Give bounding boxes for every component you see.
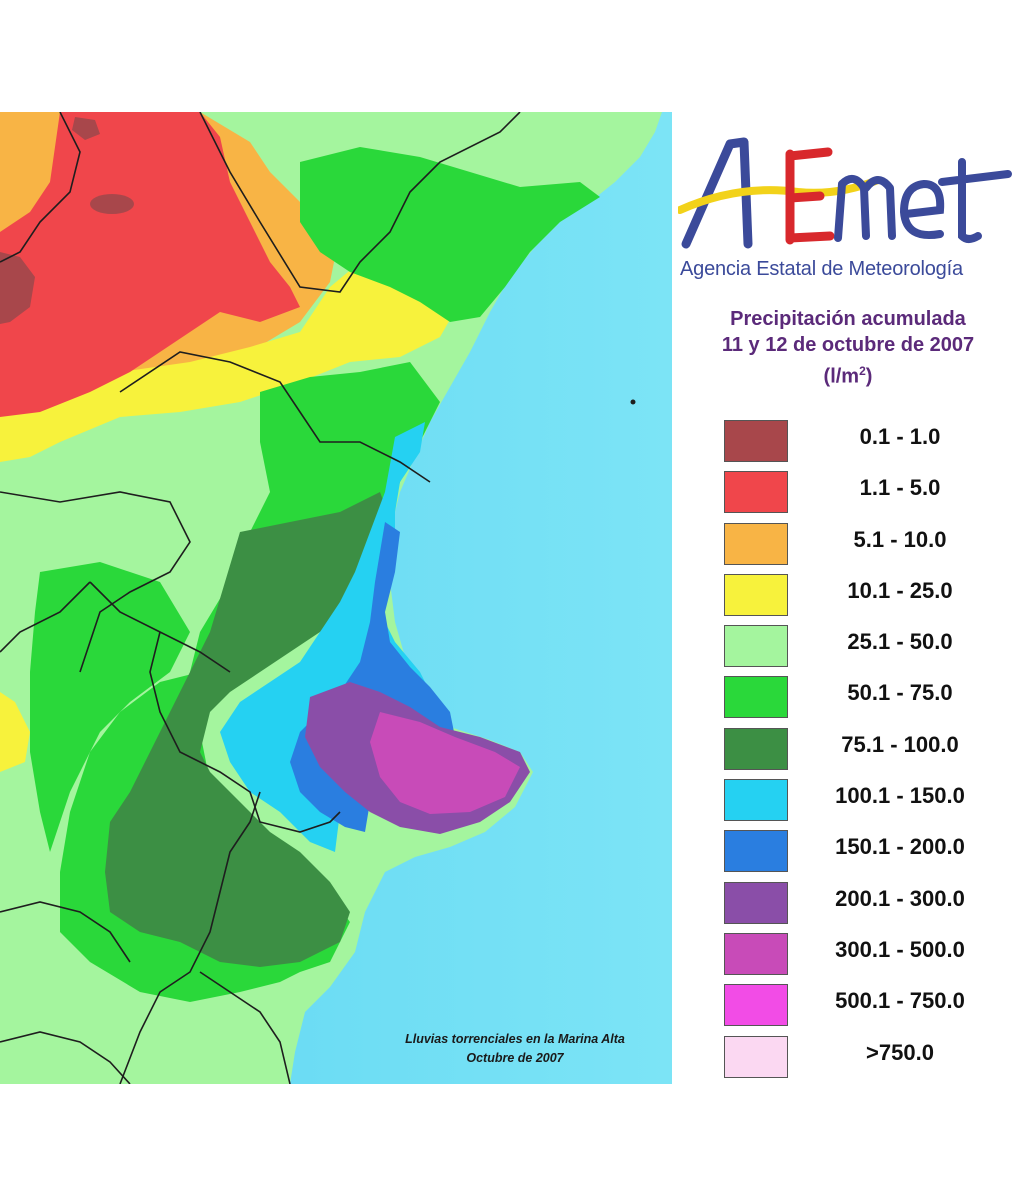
- legend-row: 100.1 - 150.0: [724, 777, 1014, 828]
- legend-swatch: [724, 625, 788, 668]
- legend-row: 25.1 - 50.0: [724, 623, 1014, 674]
- unit-superscript: 2: [859, 364, 866, 378]
- unit-text: (l/m: [823, 365, 860, 388]
- legend-label: >750.0: [866, 1039, 934, 1065]
- legend-row: 200.1 - 300.0: [724, 880, 1014, 931]
- caption-line-2: Octubre de 2007: [466, 1051, 564, 1065]
- legend-swatch: [724, 420, 788, 462]
- legend-label: 200.1 - 300.0: [835, 885, 965, 911]
- legend-row: 300.1 - 500.0: [724, 931, 1014, 982]
- legend-label: 150.1 - 200.0: [835, 834, 965, 860]
- color-legend: 0.1 - 1.0 1.1 - 5.0 5.1 - 10.0 10.1 - 25.0 2…: [724, 418, 1014, 1085]
- legend-swatch: [724, 573, 788, 616]
- legend-row: >750.0: [724, 1034, 1014, 1085]
- logo-letter-t: [938, 158, 1012, 243]
- legend-label: 25.1 - 50.0: [847, 629, 953, 655]
- zone-darkred-2: [72, 117, 100, 140]
- legend-swatch: [724, 984, 788, 1027]
- province-borders: [0, 112, 521, 1084]
- legend-label: 50.1 - 75.0: [847, 680, 953, 706]
- legend-label: 300.1 - 500.0: [835, 936, 965, 962]
- zone-yellow-west: [0, 692, 30, 772]
- legend-row: 75.1 - 100.0: [724, 726, 1014, 777]
- legend-swatch: [724, 881, 788, 924]
- legend-label: 5.1 - 10.0: [853, 526, 947, 552]
- legend-row: 0.1 - 1.0: [724, 418, 1014, 469]
- legend-row: 150.1 - 200.0: [724, 828, 1014, 879]
- legend-swatch: [724, 522, 788, 565]
- title-line-2: 11 y 12 de octubre de 2007: [721, 334, 975, 356]
- legend-label: 500.1 - 750.0: [835, 988, 965, 1014]
- legend-label: 0.1 - 1.0: [859, 424, 941, 449]
- precipitation-map: [0, 112, 672, 1084]
- legend-title: Precipitación acumulada 11 y 12 de octub…: [672, 306, 1024, 390]
- caption-line-1: Lluvias torrenciales en la Marina Alta: [405, 1032, 625, 1046]
- legend-label: 100.1 - 150.0: [835, 783, 965, 809]
- zone-green-north: [300, 147, 600, 322]
- legend-row: 5.1 - 10.0: [724, 521, 1014, 572]
- zone-yellow: [0, 257, 460, 462]
- zone-darkred-3: [90, 194, 134, 214]
- title-line-1: Precipitación acumulada: [730, 308, 966, 330]
- legend-row: 500.1 - 750.0: [724, 982, 1014, 1033]
- unit-close: ): [865, 365, 873, 388]
- logo-swoosh: [676, 176, 882, 214]
- legend-swatch: [724, 471, 788, 514]
- legend-swatch: [724, 1035, 788, 1078]
- island: [630, 399, 636, 405]
- legend-swatch: [724, 727, 788, 770]
- legend-swatch: [724, 830, 788, 873]
- legend-label: 75.1 - 100.0: [841, 731, 959, 757]
- legend-label: 1.1 - 5.0: [859, 475, 941, 501]
- zone-darkred: [0, 252, 35, 324]
- zone-red: [0, 112, 300, 417]
- legend-label: 10.1 - 25.0: [847, 577, 953, 603]
- legend-swatch: [724, 932, 788, 975]
- title-unit: (l/m2): [672, 358, 1024, 390]
- map-caption: Lluvias torrenciales en la Marina Alta O…: [330, 1030, 700, 1068]
- legend-row: 10.1 - 25.0: [724, 572, 1014, 623]
- logo-letter-e-small: [899, 179, 945, 239]
- legend-row: 1.1 - 5.0: [724, 469, 1014, 520]
- legend-swatch: [724, 779, 788, 822]
- zone-green-west: [30, 562, 190, 852]
- aemet-logo: [676, 132, 1018, 252]
- agency-name: Agencia Estatal de Meteorología: [680, 258, 963, 280]
- logo-letter-m: [834, 174, 896, 242]
- legend-row: 50.1 - 75.0: [724, 674, 1014, 725]
- zone-darkgreen: [105, 492, 395, 967]
- logo-letter-e: [785, 147, 835, 245]
- zone-magenta: [370, 712, 520, 814]
- legend-swatch: [724, 676, 788, 719]
